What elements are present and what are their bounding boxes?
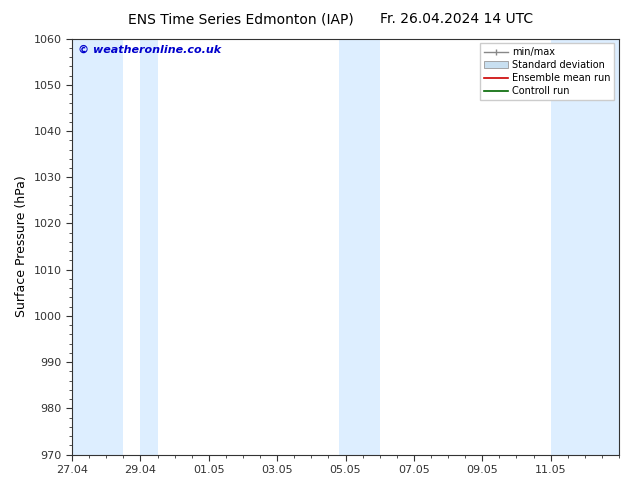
Bar	[339, 39, 380, 455]
Y-axis label: Surface Pressure (hPa): Surface Pressure (hPa)	[15, 176, 28, 318]
Text: ENS Time Series Edmonton (IAP): ENS Time Series Edmonton (IAP)	[128, 12, 354, 26]
Bar	[551, 39, 619, 455]
Bar	[72, 39, 124, 455]
Bar	[141, 39, 158, 455]
Legend: min/max, Standard deviation, Ensemble mean run, Controll run: min/max, Standard deviation, Ensemble me…	[480, 44, 614, 100]
Text: Fr. 26.04.2024 14 UTC: Fr. 26.04.2024 14 UTC	[380, 12, 533, 26]
Text: © weatheronline.co.uk: © weatheronline.co.uk	[77, 45, 221, 55]
